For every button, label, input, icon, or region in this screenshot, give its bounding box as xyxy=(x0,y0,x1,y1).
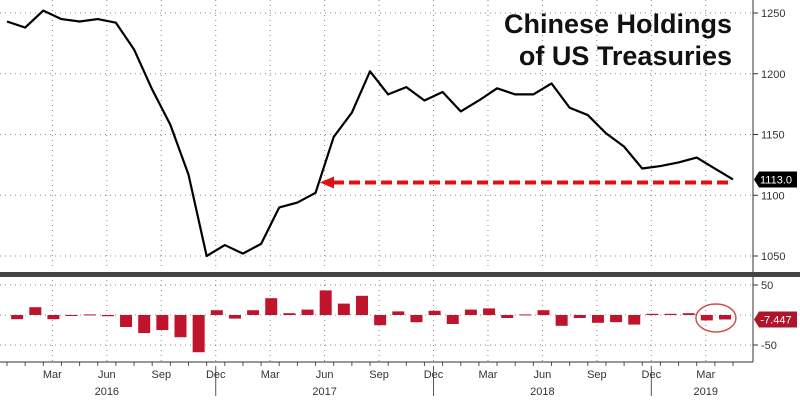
arrow-head xyxy=(320,176,334,189)
bar xyxy=(392,311,405,315)
bar xyxy=(101,315,114,317)
bar xyxy=(664,313,677,315)
y-tick-label: 1050 xyxy=(761,251,785,263)
y-tick-label: 1250 xyxy=(761,8,785,20)
bar xyxy=(682,313,695,315)
holdings-line xyxy=(6,9,734,258)
x-month-label: Sep xyxy=(369,369,389,381)
bar xyxy=(446,315,459,324)
bar xyxy=(537,310,550,315)
x-month-label: Jun xyxy=(534,369,552,381)
bar xyxy=(120,315,133,327)
x-month-label: Dec xyxy=(642,369,662,381)
bar xyxy=(192,315,205,353)
bar xyxy=(610,315,623,323)
last-value-label: 1113.0 xyxy=(760,174,792,186)
bar xyxy=(210,310,223,315)
bar xyxy=(228,315,241,319)
x-month-label: Jun xyxy=(98,369,116,381)
bar xyxy=(65,315,78,316)
axis-labels: 1250 1200 1150 1100 1050 50 -50 Mar Jun Sep Dec Mar… xyxy=(43,8,786,398)
bar xyxy=(519,314,532,316)
x-month-label: Mar xyxy=(478,369,497,381)
bar xyxy=(410,315,423,323)
y-tick-label-bottom: 50 xyxy=(761,280,773,292)
bar xyxy=(283,313,296,315)
bar xyxy=(555,315,568,326)
bar xyxy=(646,313,659,315)
bar xyxy=(464,309,477,315)
last-bar-badge xyxy=(754,311,797,328)
bar xyxy=(11,315,24,320)
bar xyxy=(138,315,151,333)
bar xyxy=(83,314,96,316)
title-line-1: Chinese Holdings xyxy=(503,9,732,39)
chart-title: Chinese Holdings of US Treasuries xyxy=(504,8,732,72)
bar xyxy=(501,315,514,318)
bar xyxy=(628,315,641,325)
bar xyxy=(174,315,187,338)
bar xyxy=(573,315,586,318)
bar xyxy=(156,315,169,330)
x-month-label: Dec xyxy=(424,369,444,381)
bar xyxy=(47,315,60,320)
x-year-label: 2018 xyxy=(530,386,554,398)
x-month-label: Sep xyxy=(151,369,171,381)
panel-separator xyxy=(0,272,800,277)
x-month-label: Mar xyxy=(696,369,715,381)
bar xyxy=(428,310,441,315)
bar xyxy=(374,315,387,326)
y-tick-label: 1200 xyxy=(761,69,785,81)
bar xyxy=(337,303,350,315)
bar xyxy=(483,308,496,315)
line-series xyxy=(6,9,734,258)
x-year-label: 2016 xyxy=(95,386,119,398)
highlight-circle xyxy=(695,303,737,333)
x-month-label: Mar xyxy=(261,369,280,381)
bar xyxy=(700,315,713,321)
bar-series xyxy=(11,290,731,353)
x-month-label: Dec xyxy=(206,369,226,381)
bar xyxy=(29,307,42,315)
bar xyxy=(247,310,260,315)
bar xyxy=(301,309,314,315)
x-month-label: Jun xyxy=(316,369,334,381)
y-tick-label: 1150 xyxy=(761,130,785,142)
annotations: 1113.0 -7.447 xyxy=(320,171,797,333)
y-tick-label: 1100 xyxy=(761,190,785,202)
bar xyxy=(719,315,731,320)
bar xyxy=(265,298,278,315)
y-tick-label-bottom: -50 xyxy=(761,340,777,352)
bar xyxy=(319,290,332,315)
title-line-2: of US Treasuries xyxy=(518,41,732,71)
last-bar-label: -7.447 xyxy=(760,314,791,326)
x-month-label: Sep xyxy=(587,369,607,381)
bar xyxy=(591,315,604,323)
x-year-label: 2017 xyxy=(312,386,336,398)
x-month-label: Mar xyxy=(43,369,62,381)
x-year-label: 2019 xyxy=(694,386,718,398)
bar xyxy=(356,295,368,315)
last-value-badge xyxy=(754,171,797,188)
